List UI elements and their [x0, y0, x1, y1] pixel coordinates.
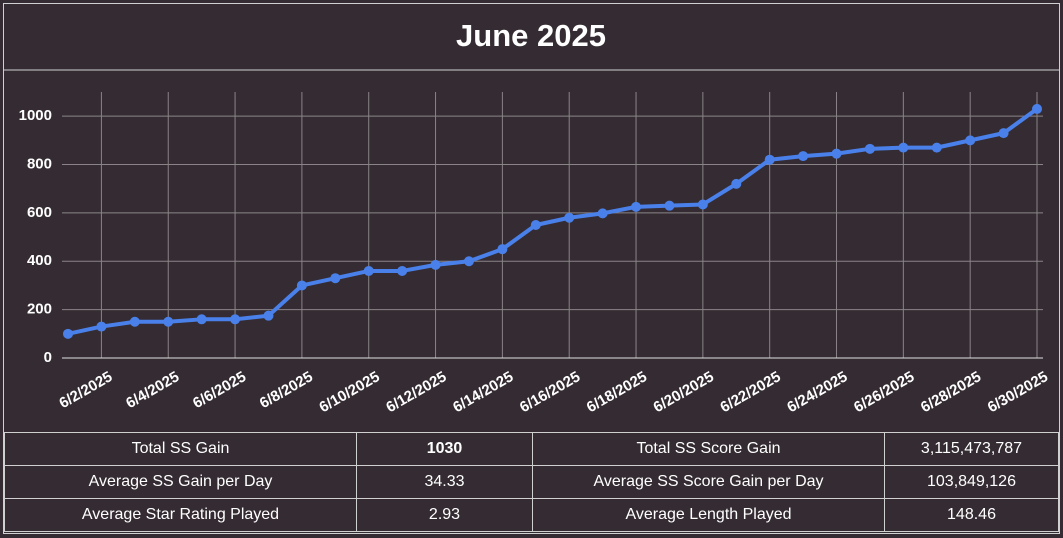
- data-point: [597, 208, 608, 219]
- data-point: [898, 142, 909, 153]
- cell: Average SS Score Gain per Day: [532, 465, 885, 499]
- data-point: [463, 256, 474, 267]
- data-point: [664, 200, 675, 211]
- data-point: [764, 154, 775, 165]
- x-tick-label: 6/26/2025: [851, 368, 917, 416]
- frame: [3, 3, 1060, 534]
- x-tick-label: 6/22/2025: [717, 368, 783, 416]
- data-point: [330, 273, 341, 284]
- data-point: [530, 220, 541, 230]
- cell: Total SS Gain: [4, 432, 357, 466]
- x-tick-label: 6/30/2025: [985, 368, 1051, 416]
- cell: Average Star Rating Played: [4, 498, 357, 532]
- cell: Average Length Played: [532, 498, 885, 532]
- x-tick-label: 6/28/2025: [918, 368, 984, 416]
- chart-title: June 2025: [456, 18, 606, 53]
- x-tick-label: 6/6/2025: [190, 368, 249, 412]
- data-line: [67, 107, 1039, 336]
- x-tick-label: 6/18/2025: [584, 368, 650, 416]
- y-tick-label: 400: [27, 252, 52, 269]
- y-tick-label: 600: [27, 204, 52, 221]
- data-point: [163, 316, 174, 327]
- data-point: [631, 201, 642, 212]
- cell: 148.46: [884, 498, 1059, 532]
- y-tick-label: 200: [27, 301, 52, 318]
- cell: Average SS Gain per Day: [4, 465, 357, 499]
- data-point: [129, 316, 140, 327]
- x-tick-label: 6/8/2025: [257, 368, 316, 412]
- cell: 103,849,126: [884, 465, 1059, 499]
- data-point: [96, 321, 107, 332]
- y-tick-label: 800: [27, 156, 52, 173]
- data-point: [831, 148, 842, 159]
- x-tick-label: 6/24/2025: [784, 368, 850, 416]
- table-row: Total SS Gain 1030 Total SS Score Gain 3…: [4, 432, 1059, 466]
- data-point: [697, 199, 708, 210]
- data-point: [196, 314, 207, 325]
- cell: 34.33: [356, 465, 533, 499]
- data-point: [864, 143, 875, 154]
- data-point: [430, 259, 441, 270]
- data-point: [296, 280, 307, 291]
- data-point: [931, 142, 942, 153]
- data-point: [798, 151, 809, 162]
- x-tick-label: 6/14/2025: [450, 368, 516, 416]
- chart: June 2025 6/2/2025 6/4/2025 6/6/2025 6/8/20…: [4, 18, 1059, 416]
- cell: 3,115,473,787: [884, 432, 1059, 466]
- data-point: [564, 212, 575, 223]
- table-row: Average Star Rating Played 2.93 Average …: [4, 498, 1059, 532]
- x-tick-label: 6/20/2025: [651, 368, 717, 416]
- stats-table: Total SS Gain 1030 Total SS Score Gain 3…: [4, 432, 1059, 532]
- data-point: [731, 178, 742, 189]
- data-point: [63, 328, 73, 339]
- data-point: [363, 265, 374, 276]
- x-tick-label: 6/16/2025: [517, 368, 583, 416]
- data-point: [965, 135, 976, 146]
- data-point: [497, 244, 508, 255]
- cell: Total SS Score Gain: [532, 432, 885, 466]
- x-tick-label: 6/2/2025: [56, 368, 115, 412]
- cell: 2.93: [356, 498, 533, 532]
- x-tick-label: 6/12/2025: [383, 368, 449, 416]
- y-tick-label: 1000: [19, 107, 52, 124]
- data-point: [998, 128, 1009, 139]
- data-point: [397, 265, 408, 276]
- data-point: [1032, 103, 1042, 114]
- y-tick-label: 0: [44, 349, 52, 366]
- x-tick-label: 6/4/2025: [123, 368, 182, 412]
- x-tick-label: 6/10/2025: [316, 368, 382, 416]
- cell: 1030: [356, 432, 533, 466]
- data-point: [230, 314, 241, 325]
- data-point: [263, 310, 274, 321]
- table-row: Average SS Gain per Day 34.33 Average SS…: [4, 465, 1059, 499]
